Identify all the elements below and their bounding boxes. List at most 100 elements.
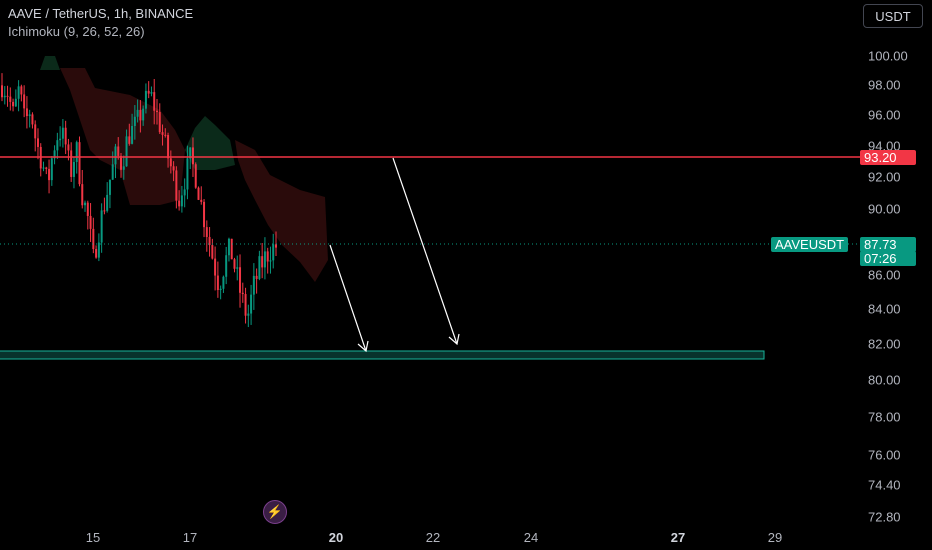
candle: [186, 145, 189, 200]
candle: [86, 200, 89, 230]
candle: [147, 81, 150, 99]
y-tick-label: 72.80: [868, 509, 901, 525]
candle: [241, 282, 244, 303]
candle: [175, 166, 178, 209]
candle: [155, 98, 158, 125]
candle: [25, 96, 28, 129]
candle: [9, 87, 12, 111]
candle: [247, 304, 250, 328]
candle: [214, 246, 217, 291]
candle: [72, 156, 75, 189]
cloud-segment: [40, 56, 60, 70]
candle: [258, 250, 261, 281]
x-tick-label: 22: [425, 530, 441, 545]
y-tick-label: 80.00: [868, 372, 901, 388]
y-tick-label: 78.00: [868, 409, 901, 425]
cloud-segment: [60, 68, 185, 205]
y-tick-label: 74.40: [868, 477, 901, 493]
x-tick-label: 27: [670, 530, 686, 545]
candle: [178, 190, 181, 211]
candle: [216, 261, 219, 298]
currency-button[interactable]: USDT: [863, 4, 923, 28]
candle: [31, 112, 34, 129]
candle: [255, 268, 258, 294]
candle: [48, 159, 51, 194]
resistance-price-tag: 93.20: [860, 150, 916, 165]
y-tick-label: 86.00: [868, 267, 901, 283]
chart-title: AAVE / TetherUS, 1h, BINANCE: [8, 6, 194, 21]
candle: [164, 128, 167, 138]
candle: [17, 80, 20, 112]
candle: [3, 86, 6, 105]
candle: [194, 162, 197, 189]
y-tick-label: 94.00: [868, 138, 901, 154]
candle: [144, 83, 147, 114]
x-tick-label: 20: [328, 530, 344, 545]
arrow-short[interactable]: [329, 244, 369, 353]
candle: [139, 100, 142, 133]
candle: [272, 233, 275, 269]
candle: [230, 238, 233, 260]
arrow-long[interactable]: [392, 157, 460, 346]
candle: [208, 227, 211, 257]
ichimoku-cloud: [40, 56, 328, 282]
candle: [42, 161, 45, 172]
cloud-segment: [235, 140, 328, 282]
candle: [131, 113, 134, 145]
candle: [252, 263, 255, 310]
x-tick-label: 17: [182, 530, 198, 545]
candle: [103, 197, 106, 215]
candle: [100, 203, 103, 253]
candle: [158, 103, 161, 135]
candle: [125, 129, 128, 167]
candle: [114, 143, 117, 179]
candle: [53, 145, 56, 165]
candle: [269, 246, 272, 274]
indicator-legend[interactable]: Ichimoku (9, 26, 52, 26): [8, 24, 145, 39]
candle: [233, 257, 236, 273]
candle: [28, 109, 31, 128]
candle: [222, 275, 225, 293]
countdown-tag: 07:26: [860, 251, 916, 266]
candle: [219, 285, 222, 300]
candle: [61, 119, 64, 148]
candle: [261, 242, 264, 279]
x-tick-label: 29: [767, 530, 783, 545]
candle: [142, 105, 145, 126]
candle: [250, 284, 253, 325]
candle: [36, 128, 39, 160]
candle: [50, 156, 53, 186]
candle: [117, 137, 120, 160]
candle: [23, 85, 26, 118]
candle: [225, 246, 228, 285]
candle: [64, 120, 67, 155]
candle: [197, 186, 200, 201]
symbol-tag: AAVEUSDT: [771, 237, 849, 252]
candle: [34, 120, 37, 152]
candle: [108, 179, 111, 209]
candle: [203, 198, 206, 238]
lightning-icon[interactable]: ⚡: [263, 500, 287, 524]
x-tick-label: 15: [85, 530, 101, 545]
candle: [122, 155, 125, 180]
candle: [56, 132, 59, 159]
y-tick-label: 84.00: [868, 301, 901, 317]
candle: [167, 132, 170, 168]
candle: [45, 166, 48, 175]
last-price-tag: 87.73: [860, 237, 916, 252]
candle: [153, 78, 156, 125]
support-zone[interactable]: [0, 350, 765, 360]
candle: [20, 84, 23, 102]
y-tick-label: 90.00: [868, 201, 901, 217]
y-tick-label: 98.00: [868, 77, 901, 93]
candle: [6, 85, 9, 107]
candle: [78, 136, 81, 187]
candle: [1, 73, 3, 102]
y-tick-label: 76.00: [868, 447, 901, 463]
candle: [161, 124, 164, 146]
candle: [227, 237, 230, 262]
candle: [92, 217, 95, 254]
candle: [95, 245, 98, 259]
candle: [39, 143, 42, 177]
